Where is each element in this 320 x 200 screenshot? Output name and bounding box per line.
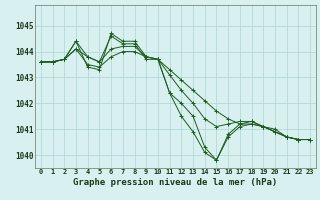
X-axis label: Graphe pression niveau de la mer (hPa): Graphe pression niveau de la mer (hPa) bbox=[73, 178, 278, 187]
